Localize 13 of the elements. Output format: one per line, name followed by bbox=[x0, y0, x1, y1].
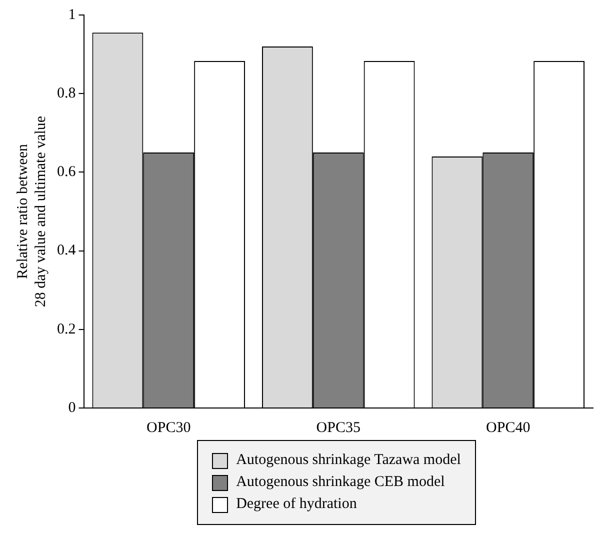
y-tick-label: 0.2 bbox=[57, 321, 76, 338]
y-tick-label: 0.8 bbox=[57, 86, 76, 102]
x-tick-label: OPC30 bbox=[146, 420, 191, 436]
x-tick-label: OPC40 bbox=[486, 420, 530, 436]
legend-label: Autogenous shrinkage Tazawa model bbox=[236, 452, 461, 469]
x-tick-label: OPC35 bbox=[316, 420, 360, 436]
y-tick-label: 0 bbox=[68, 400, 76, 416]
y-tick-label: 1 bbox=[68, 6, 76, 23]
legend-label: Degree of hydration bbox=[236, 496, 357, 513]
y-tick-label: 0.4 bbox=[57, 242, 76, 259]
y-tick-label: 0.6 bbox=[57, 164, 76, 180]
y-axis-title: Relative ratio between 28 day value and ultimate value bbox=[14, 116, 49, 308]
legend-label: Autogenous shrinkage CEB model bbox=[236, 474, 445, 491]
